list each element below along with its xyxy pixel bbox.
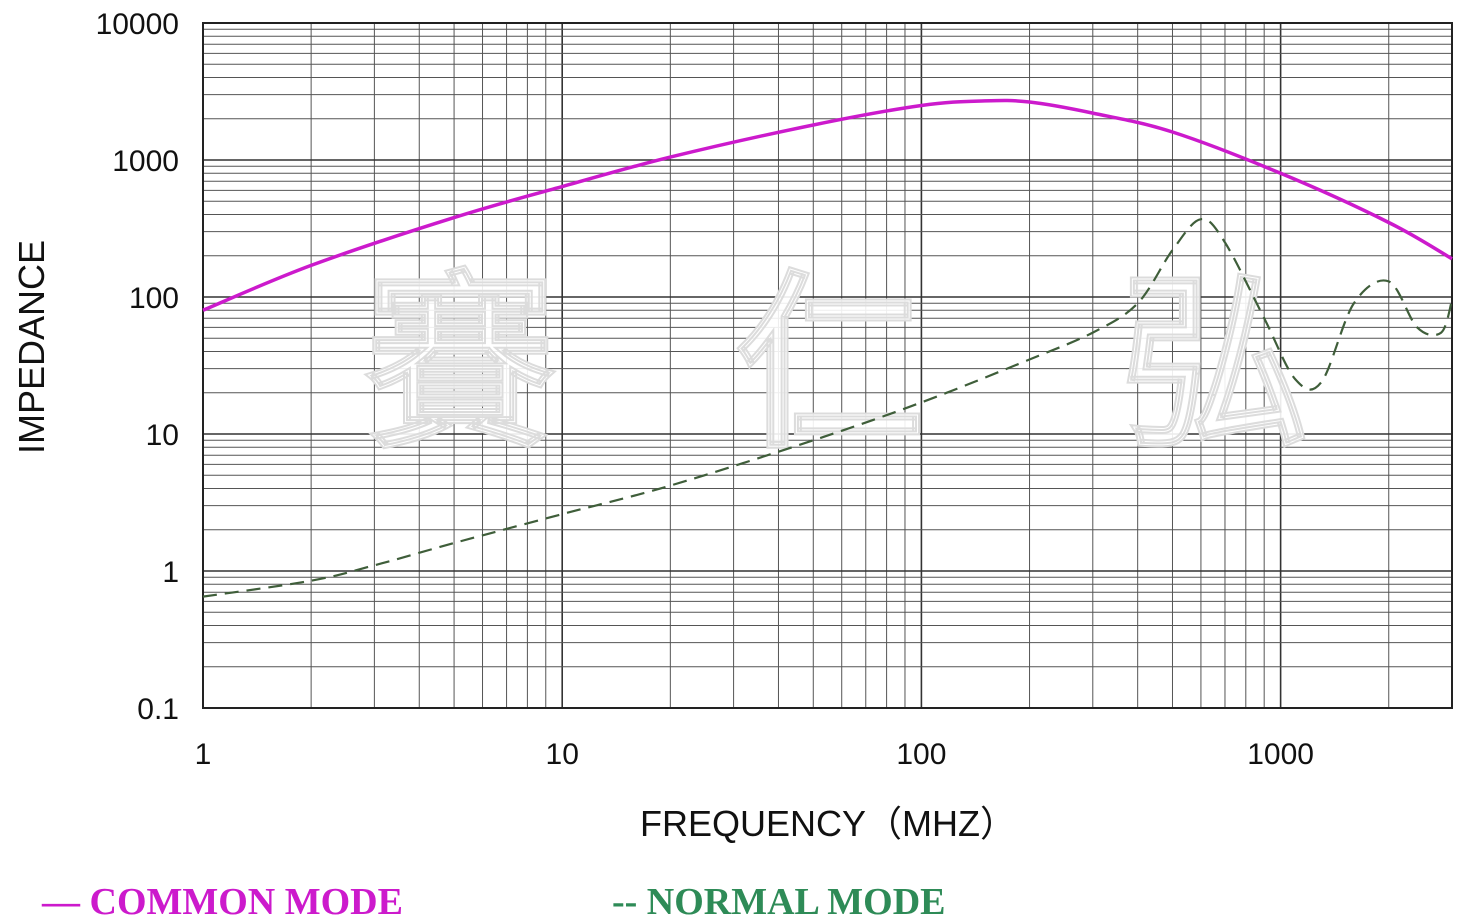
grid bbox=[202, 22, 1453, 709]
legend-normal-mode-label: -- NORMAL MODE bbox=[612, 881, 946, 923]
x-axis-title: FREQUENCY（MHZ） bbox=[640, 803, 1016, 844]
x-tick-label: 100 bbox=[896, 738, 946, 771]
watermark-char-2: 仁 bbox=[735, 252, 925, 475]
watermark-char-1: 賽 bbox=[365, 252, 555, 475]
series-line-normal-mode bbox=[202, 218, 1454, 598]
y-tick-label: 10000 bbox=[96, 8, 179, 41]
x-tick-label: 10 bbox=[546, 738, 579, 771]
plot-border bbox=[202, 22, 1453, 709]
y-tick-label: 1000 bbox=[112, 145, 179, 178]
legend-common-mode: — COMMON MODE bbox=[42, 880, 403, 924]
legend-normal-mode: -- NORMAL MODE bbox=[612, 880, 946, 924]
y-axis-title: IMPEDANCE bbox=[11, 240, 52, 454]
x-tick-label: 1000 bbox=[1247, 738, 1314, 771]
x-tick-labels: 1 10 100 1000 bbox=[195, 738, 1314, 771]
x-tick-label: 1 bbox=[195, 738, 212, 771]
y-tick-label: 0.1 bbox=[137, 693, 179, 726]
series-line-common-mode bbox=[202, 98, 1453, 312]
legend-common-mode-label: — COMMON MODE bbox=[42, 881, 403, 923]
y-tick-label: 1 bbox=[162, 556, 179, 589]
y-tick-label: 100 bbox=[129, 282, 179, 315]
watermark: 賽 仁 弘 bbox=[364, 251, 1311, 476]
y-tick-label: 10 bbox=[146, 419, 179, 452]
series-layer bbox=[202, 98, 1454, 598]
watermark-char-3: 弘 bbox=[1120, 252, 1310, 475]
plot-frame bbox=[202, 22, 1453, 709]
y-tick-labels: 10000 1000 100 10 1 0.1 bbox=[96, 8, 179, 726]
